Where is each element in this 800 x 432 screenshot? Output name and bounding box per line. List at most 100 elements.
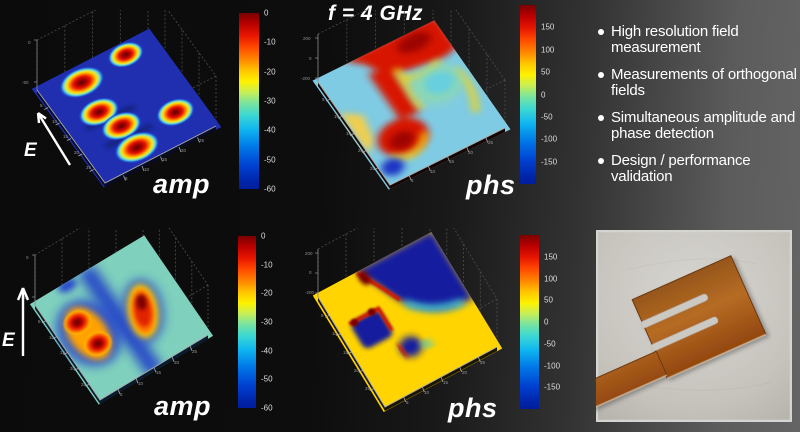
colorbar-tick: 0 xyxy=(541,90,546,99)
bullet-item: Design / performance validation xyxy=(597,153,800,185)
y-axis-tick-labels: 5 10 15 20 25 xyxy=(40,103,92,170)
colorbar-tick: -10 xyxy=(264,37,276,47)
svg-text:25: 25 xyxy=(365,386,371,391)
z-axis xyxy=(32,254,36,305)
svg-text:25: 25 xyxy=(86,165,92,170)
arrow-icon xyxy=(36,112,72,166)
svg-text:15: 15 xyxy=(60,350,66,355)
colorbar-gradient xyxy=(238,236,256,408)
svg-text:200: 200 xyxy=(303,36,311,41)
svg-text:25: 25 xyxy=(199,138,205,143)
y-axis-tick-labels: 5 10 15 20 25 xyxy=(321,313,371,391)
svg-text:-200: -200 xyxy=(305,290,315,295)
colorbar-tick: 100 xyxy=(541,45,555,55)
z-axis-tick-labels: 200 0 -200 xyxy=(301,36,312,81)
patch-slot xyxy=(640,293,709,329)
colorbar-tick: -50 xyxy=(544,339,556,349)
colorbar-tick: 100 xyxy=(544,274,558,283)
colorbar-tick: 150 xyxy=(544,252,558,262)
colorbar-tick: -60 xyxy=(261,403,273,413)
surface-phs-bottom xyxy=(312,231,503,413)
colorbar-tick: -40 xyxy=(261,346,273,356)
svg-text:5: 5 xyxy=(120,392,123,397)
bullet-item: Simultaneous amplitude and phase detecti… xyxy=(597,110,800,142)
z-axis xyxy=(315,34,319,82)
bullet-text: Design / performance validation xyxy=(611,152,751,185)
z-axis-tick-labels: 0 -50 xyxy=(22,40,31,85)
surface-plot-phs-top: 5 10 15 20 25 5 10 15 20 25 200 0 -200 xyxy=(301,10,511,190)
svg-text:200: 200 xyxy=(305,251,313,256)
svg-text:10: 10 xyxy=(332,331,338,336)
z-axis-tick-labels: 200 0 -200 xyxy=(305,251,315,295)
svg-text:20: 20 xyxy=(354,368,360,373)
z-axis xyxy=(34,39,38,90)
colorbar-tick: -50 xyxy=(261,374,273,384)
svg-text:15: 15 xyxy=(343,350,349,355)
colorbar-phs-top: 150 100 50 0 -50 -100 -150 xyxy=(520,5,557,184)
e-field-label: E xyxy=(24,140,38,161)
svg-text:0: 0 xyxy=(26,255,29,260)
svg-text:-50: -50 xyxy=(22,80,29,85)
svg-text:15: 15 xyxy=(63,134,69,139)
colorbar-amp-bottom: 0 -10 -20 -30 -40 -50 -60 xyxy=(238,232,273,413)
svg-text:20: 20 xyxy=(70,366,76,371)
bullet-item: Measurements of orthogonal fields xyxy=(597,67,800,99)
e-field-label: E xyxy=(2,330,16,351)
front-axes xyxy=(317,296,498,408)
patch-slot xyxy=(650,316,719,351)
svg-text:10: 10 xyxy=(334,114,340,119)
copper-patch-antenna xyxy=(596,255,767,422)
front-axes xyxy=(36,89,217,184)
x-axis-tick-labels: 5 10 15 20 25 xyxy=(125,138,205,181)
colorbar-tick: 50 xyxy=(541,67,550,77)
plot-label-phs-bottom: phs xyxy=(448,393,498,423)
surface-amp-bottom xyxy=(29,235,214,405)
svg-text:20: 20 xyxy=(358,148,364,153)
colorbar-tick: -150 xyxy=(541,157,558,167)
colorbar-tick: 0 xyxy=(544,317,549,327)
colorbar-tick: -20 xyxy=(261,288,273,298)
plot-label-amp-bottom: amp xyxy=(154,391,212,421)
svg-text:10: 10 xyxy=(424,390,430,395)
colorbar-tick: 0 xyxy=(261,231,266,241)
svg-text:10: 10 xyxy=(430,169,436,174)
axis-tick-marks xyxy=(325,314,481,403)
svg-text:-200: -200 xyxy=(301,76,311,81)
plot-label-phs-top: phs xyxy=(466,170,516,200)
colorbar-tick: -30 xyxy=(264,96,276,106)
surface-phs-top xyxy=(312,20,511,190)
svg-text:25: 25 xyxy=(480,360,486,365)
plot-label-amp-top: amp xyxy=(153,169,211,199)
feature-bullet-list: High resolution field measurement Measur… xyxy=(597,24,800,196)
svg-text:0: 0 xyxy=(28,40,31,45)
e-field-arrow: E xyxy=(2,287,30,356)
colorbar-gradient xyxy=(239,13,259,189)
svg-text:20: 20 xyxy=(174,360,180,365)
colorbar-tick: -10 xyxy=(261,260,273,270)
svg-text:25: 25 xyxy=(370,166,376,171)
svg-text:10: 10 xyxy=(138,381,144,386)
bullet-text: High resolution field measurement xyxy=(611,23,739,56)
colorbar-tick: 50 xyxy=(544,295,553,305)
svg-text:20: 20 xyxy=(181,148,187,153)
colorbar-tick: 150 xyxy=(541,22,555,32)
surface-plot-phs-bottom: 5 10 15 20 25 5 10 15 20 25 200 0 -200 xyxy=(305,228,503,413)
colorbar-tick: -100 xyxy=(544,361,561,370)
x-axis-tick-labels: 5 10 15 20 25 xyxy=(411,140,494,183)
colorbar-tick: -50 xyxy=(264,155,276,165)
svg-text:0: 0 xyxy=(309,270,312,275)
colorbar-tick: -60 xyxy=(264,184,276,194)
svg-text:15: 15 xyxy=(156,370,162,375)
colorbar-gradient xyxy=(520,235,539,409)
surface-plot-amp-top: 5 10 15 20 25 5 10 15 20 25 0 -50 E xyxy=(22,10,222,188)
colorbar-gradient xyxy=(520,5,536,184)
svg-text:5: 5 xyxy=(125,176,128,181)
svg-text:0: 0 xyxy=(309,56,312,61)
antenna-photo xyxy=(596,230,792,422)
colorbar-tick: -100 xyxy=(541,134,558,144)
svg-text:25: 25 xyxy=(488,140,494,145)
svg-text:5: 5 xyxy=(321,313,324,318)
bullet-text: Simultaneous amplitude and phase detecti… xyxy=(611,109,796,142)
